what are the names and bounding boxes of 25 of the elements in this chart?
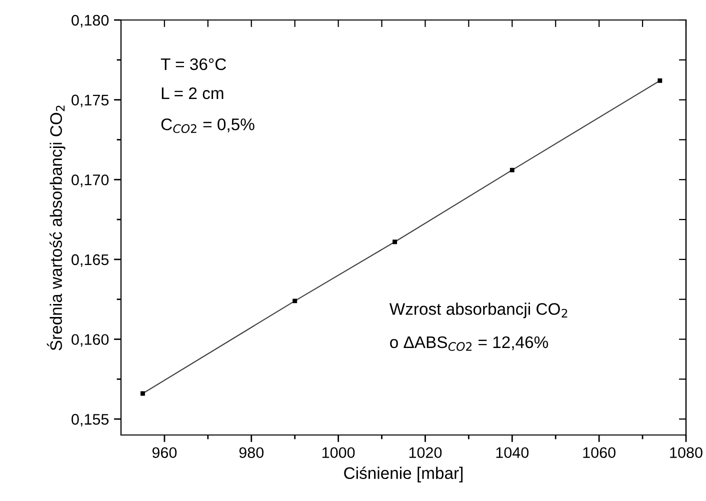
x-axis-title: Ciśnienie [mbar]: [344, 466, 463, 482]
x-tick-label: 1020: [409, 447, 442, 458]
y-tick-label: 0,180: [72, 14, 109, 28]
x-tick-label: 1060: [583, 447, 616, 458]
point: [292, 298, 298, 304]
x-tick-label: 960: [152, 447, 177, 458]
y-tick-label: 0,170: [72, 174, 109, 188]
x-tick-label: 1040: [496, 447, 529, 458]
annotation: T = 36°C: [160, 58, 226, 70]
point: [392, 240, 398, 244]
point: [140, 391, 145, 396]
x-tick-label: 1000: [322, 447, 355, 458]
x-tick-label: 1080: [670, 447, 702, 458]
y-tick-label: 0,165: [72, 254, 109, 267]
point: [658, 78, 662, 83]
annotation: C$_{CO2}$ = 0,5%: [161, 118, 254, 134]
x-tick-label: 980: [239, 447, 264, 458]
y-tick-label: 0,155: [72, 414, 109, 427]
annotation: o ΔABS$_{CO2}$ = 12,46%: [390, 336, 548, 351]
y-tick-label: 0,175: [72, 94, 109, 108]
annotation: Wzrost absorbancji CO$_{2}$: [389, 302, 568, 318]
y-axis-title: Średnia wartość absorbancji CO$_{2}$: [46, 106, 66, 350]
point: [510, 168, 514, 172]
y-tick-label: 0,160: [72, 334, 109, 347]
annotation: L = 2 cm: [162, 87, 224, 100]
